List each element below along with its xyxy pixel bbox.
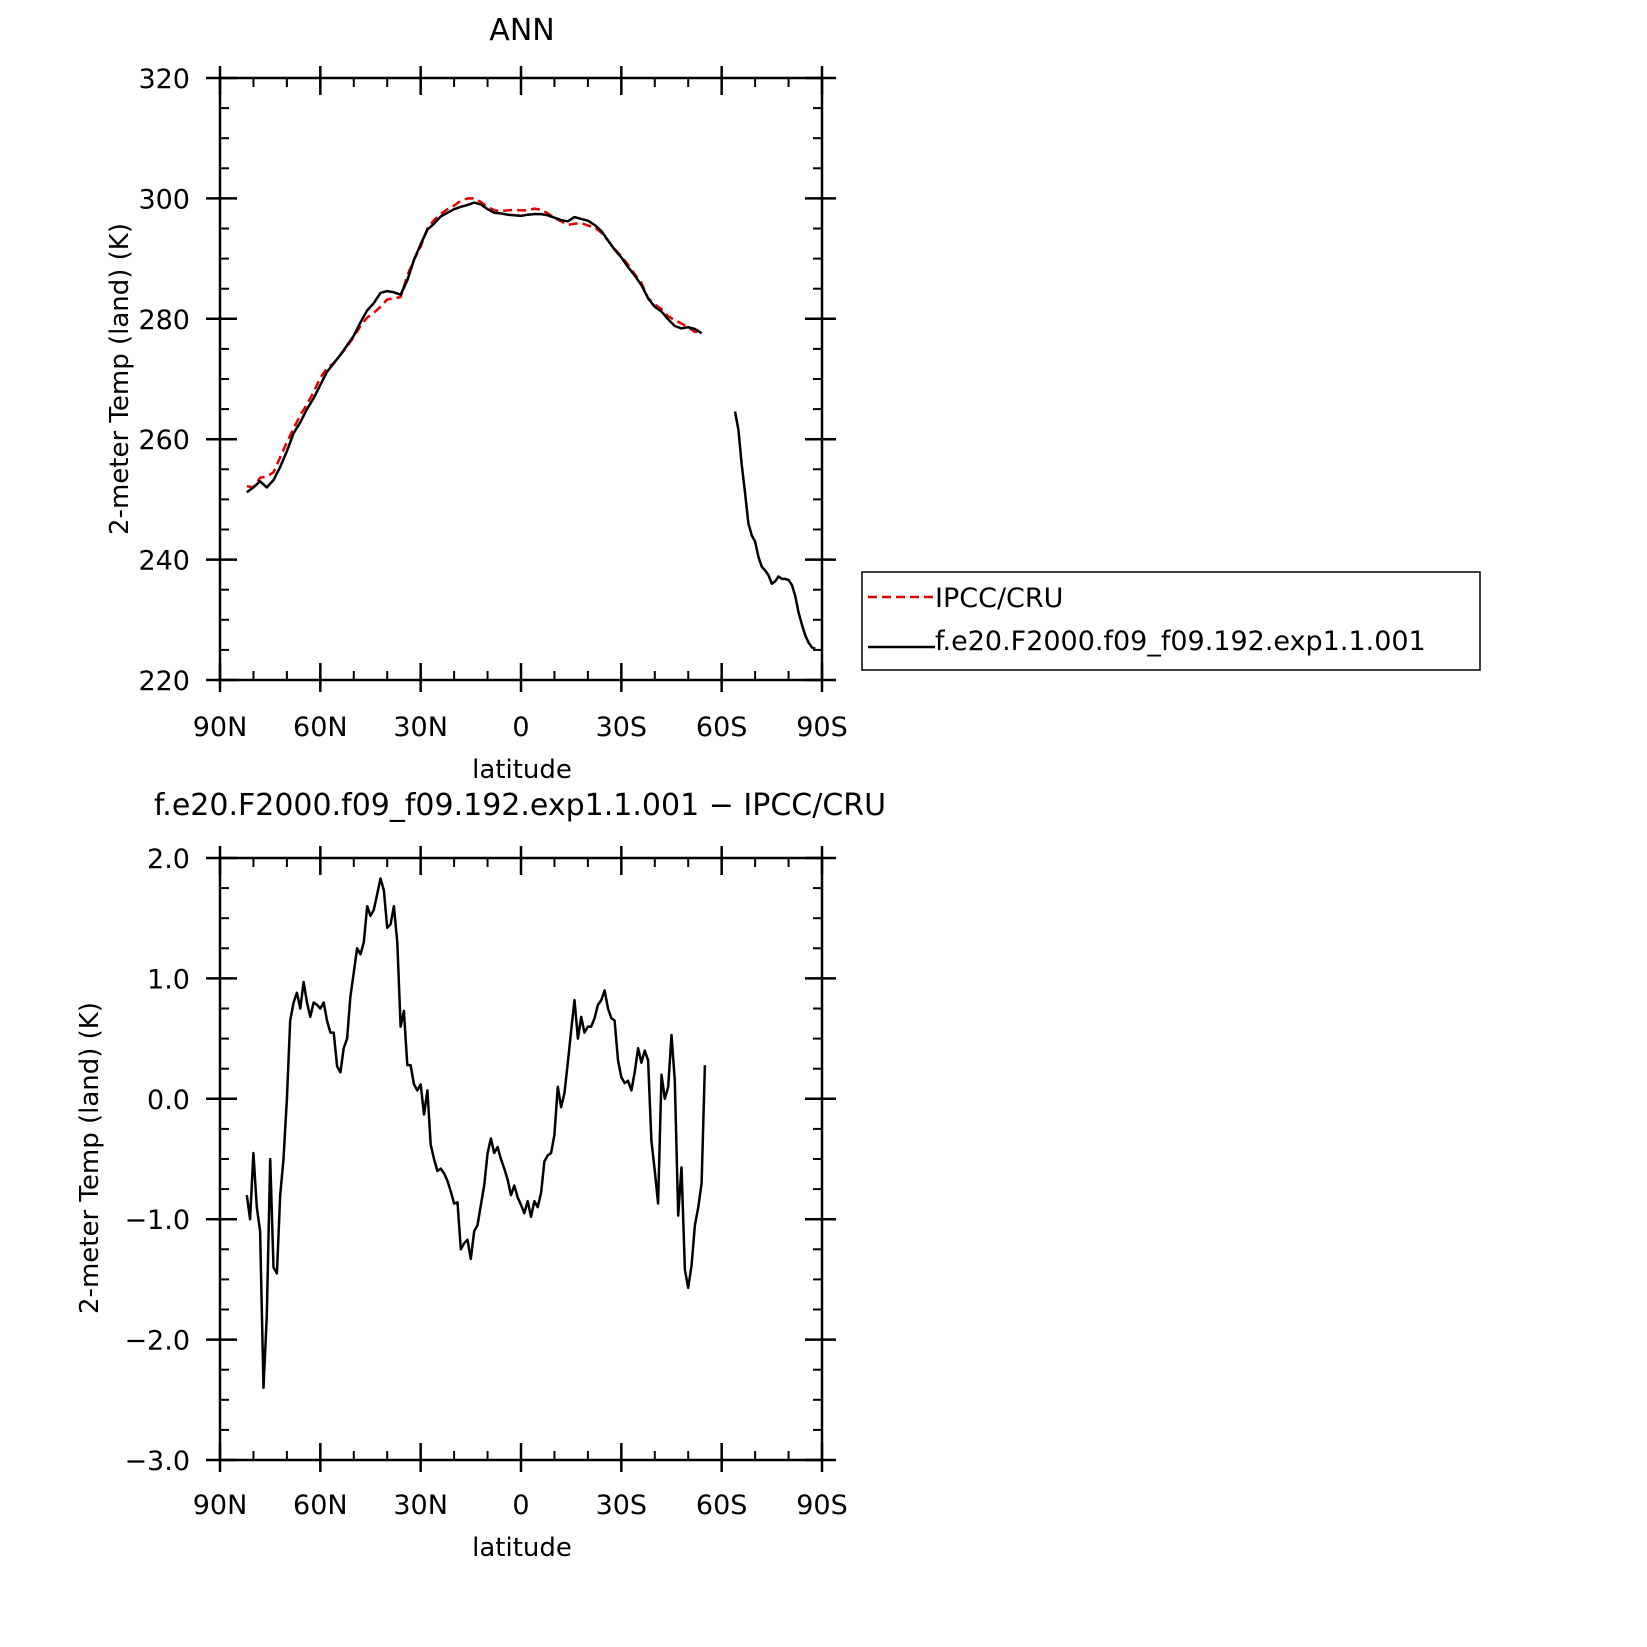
bottom-chart-ticks: 90N 60N 30N 0 30S 60S 90S −3.0 −2.0 −1.0 0.0 1.0 2.0: [124, 844, 847, 1521]
bottom-chart-axes: [218, 856, 824, 1462]
top-chart-axes: [218, 76, 824, 682]
top-chart-title: ANN: [489, 13, 554, 48]
series-line-0: [245, 877, 707, 1390]
y-tick-label: −2.0: [124, 1326, 190, 1357]
y-tick-label: −1.0: [124, 1205, 190, 1236]
bottom-chart-x-axis-label: latitude: [472, 1533, 572, 1563]
series-line-0: [246, 197, 702, 489]
x-tick-label: 90S: [796, 1490, 848, 1521]
x-tick-label: 90N: [193, 1490, 248, 1521]
plot-frame: [218, 76, 824, 682]
x-tick-label: 30N: [393, 1490, 448, 1521]
series-line-1: [246, 201, 703, 494]
y-tick-label: −3.0: [124, 1446, 190, 1477]
x-tick-label: 30S: [596, 1490, 648, 1521]
top-chart-y-axis-label: 2-meter Temp (land) (K): [105, 223, 135, 535]
y-tick-label: 260: [138, 425, 190, 456]
top-chart-ticks: 90N 60N 30N 0 30S 60S 90S 220 240 260 280 300 320: [138, 64, 847, 743]
legend: IPCC/CRU f.e20.F2000.f09_f09.192.exp1.1.…: [861, 571, 1481, 671]
x-tick-label: 60N: [293, 712, 348, 743]
top-chart-panel: ANN 2-meter Temp (land) (K) latitude 90N…: [105, 13, 848, 785]
series-line-1: [733, 411, 816, 650]
legend-label-model: f.e20.F2000.f09_f09.192.exp1.1.001: [935, 626, 1426, 657]
bottom-chart-y-axis-label: 2-meter Temp (land) (K): [75, 1002, 105, 1314]
y-tick-label: 2.0: [147, 844, 190, 875]
y-tick-label: 220: [138, 666, 190, 697]
y-tick-label: 320: [138, 64, 190, 95]
x-tick-label: 60S: [696, 712, 748, 743]
x-tick-label: 90N: [193, 712, 248, 743]
y-tick-label: 0.0: [147, 1085, 190, 1116]
plot-frame: [218, 856, 824, 1462]
y-tick-label: 300: [138, 184, 190, 215]
bottom-chart-panel: f.e20.F2000.f09_f09.192.exp1.1.001 − IPC…: [75, 788, 886, 1563]
y-tick-label: 280: [138, 305, 190, 336]
x-tick-label: 30N: [393, 712, 448, 743]
legend-label-ipcc-cru: IPCC/CRU: [935, 583, 1063, 614]
top-chart-x-axis-label: latitude: [472, 755, 572, 785]
top-chart-series: [246, 197, 816, 650]
bottom-chart-series: [245, 877, 707, 1390]
x-tick-label: 60N: [293, 1490, 348, 1521]
x-tick-label: 0: [512, 712, 529, 743]
x-tick-label: 30S: [596, 712, 648, 743]
bottom-chart-title: f.e20.F2000.f09_f09.192.exp1.1.001 − IPC…: [154, 788, 886, 823]
y-tick-label: 240: [138, 546, 190, 577]
legend-box: [861, 571, 1481, 671]
x-tick-label: 60S: [696, 1490, 748, 1521]
x-tick-label: 0: [512, 1490, 529, 1521]
x-tick-label: 90S: [796, 712, 848, 743]
y-tick-label: 1.0: [147, 964, 190, 995]
